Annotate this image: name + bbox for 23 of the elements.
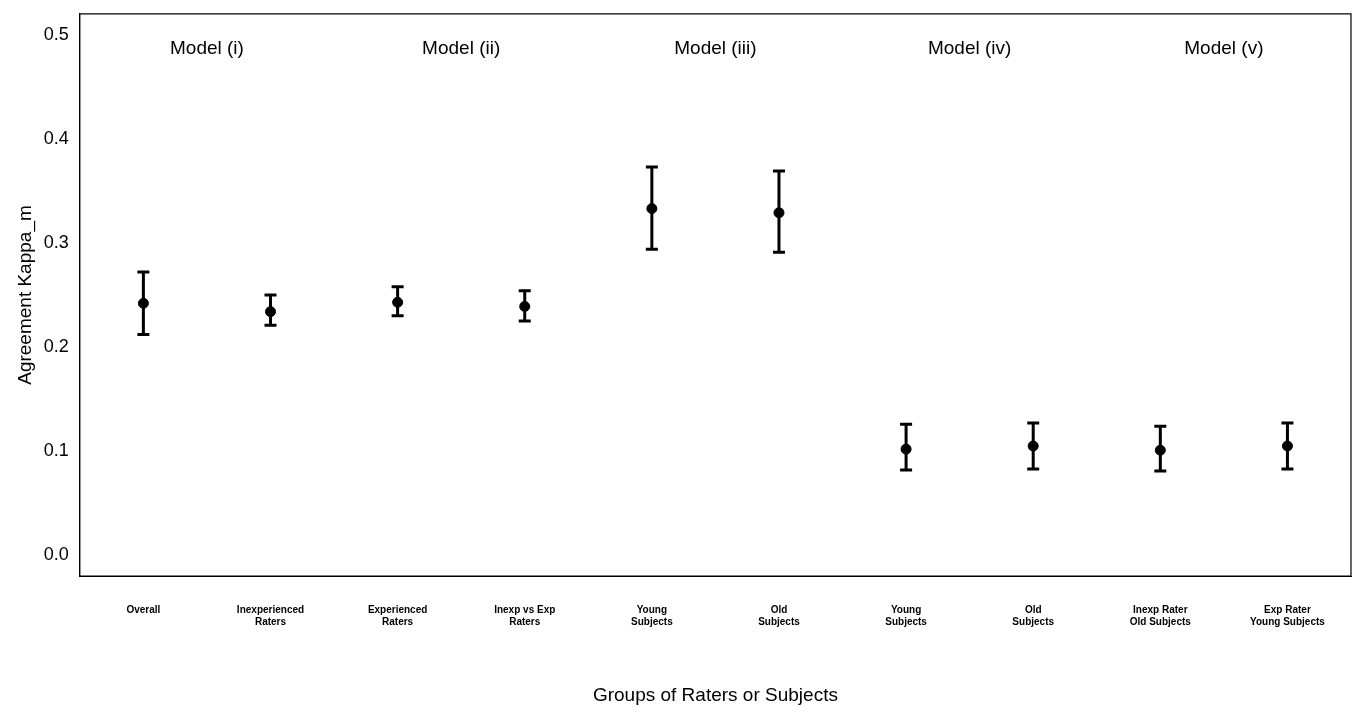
- x-axis-title: Groups of Raters or Subjects: [592, 683, 838, 705]
- annotation: Model (ii): [422, 37, 501, 59]
- x-tick-label: Overall: [126, 603, 161, 615]
- y-tick-label: 0.1: [43, 440, 69, 461]
- x-tick-label: Young Subjects: [631, 603, 674, 627]
- x-tick-label: Exp Rater Young Subjects: [1250, 603, 1326, 627]
- y-tick-label: 0.4: [43, 127, 69, 148]
- x-tick-label: Old Subjects: [758, 603, 801, 627]
- y-axis-title: Agreement Kappa_m: [13, 205, 36, 385]
- x-tick-label: Inexp vs Exp Raters: [494, 603, 556, 627]
- x-tick-label: Experienced Raters: [367, 603, 428, 627]
- x-tick-label: Inexp Rater Old Subjects: [1129, 603, 1192, 627]
- y-tick-label: 0.3: [43, 231, 69, 252]
- y-tick-label: 0.2: [43, 336, 69, 357]
- annotation: Model (i): [169, 37, 244, 59]
- annotation: Model (iv): [927, 37, 1012, 59]
- annotation: Model (iii): [674, 37, 757, 59]
- x-tick-label: Old Subjects: [1012, 603, 1055, 627]
- annotation: Model (v): [1184, 37, 1264, 59]
- y-tick-label: 0.5: [43, 23, 69, 44]
- x-tick-label: Inexperienced Raters: [236, 603, 305, 627]
- y-tick-label: 0.0: [43, 544, 69, 565]
- x-tick-label: Young Subjects: [885, 603, 928, 627]
